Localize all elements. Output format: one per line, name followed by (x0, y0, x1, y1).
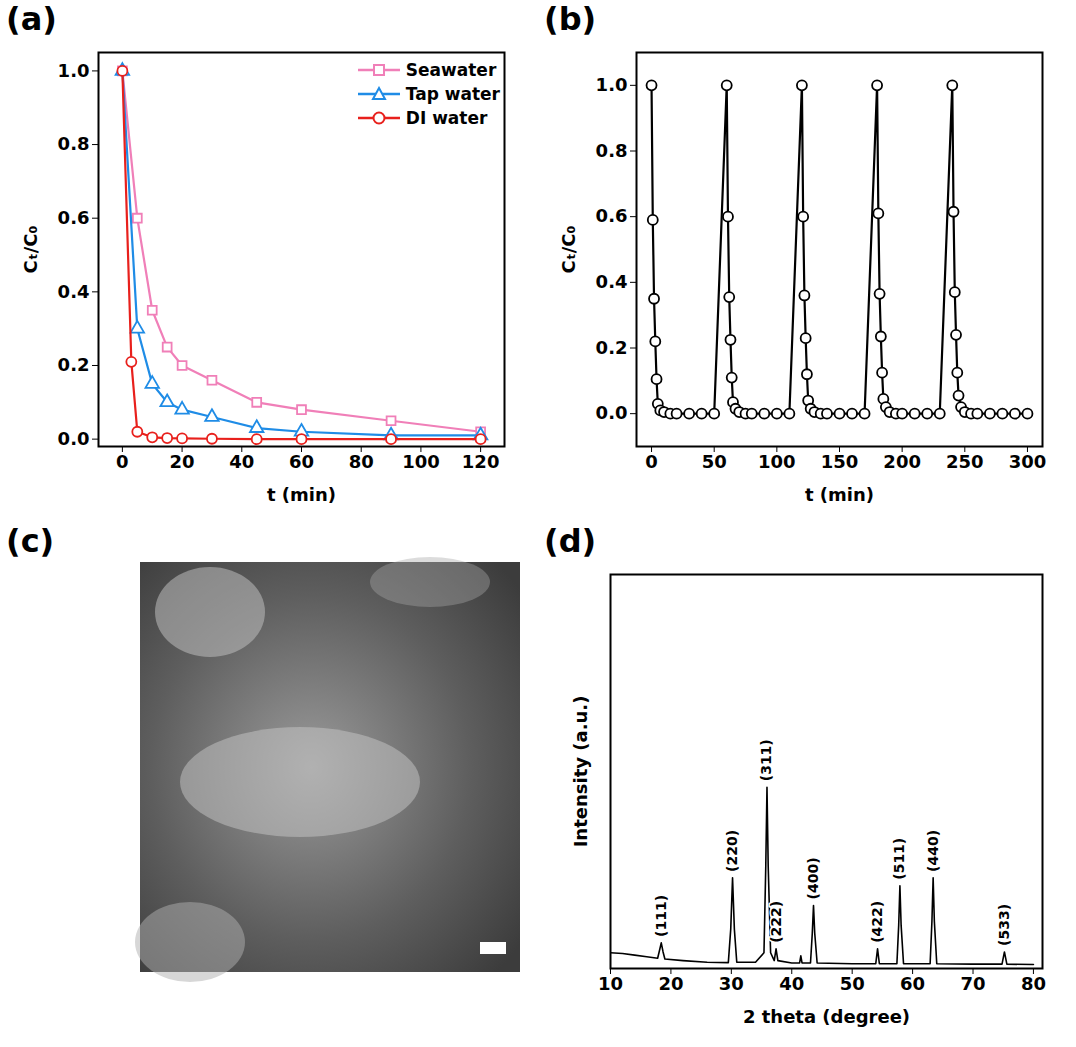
svg-text:(440): (440) (925, 830, 941, 872)
svg-text:0.0: 0.0 (596, 402, 628, 423)
html-text:(b): (b) (544, 0, 597, 38)
svg-text:0.8: 0.8 (596, 140, 628, 161)
svg-text:(511): (511) (891, 838, 907, 880)
svg-text:1.0: 1.0 (596, 74, 628, 95)
svg-text:0.6: 0.6 (596, 205, 628, 226)
svg-text:20: 20 (170, 451, 195, 472)
svg-text:0.2: 0.2 (596, 337, 628, 358)
svg-text:(533): (533) (996, 904, 1012, 946)
svg-text:40: 40 (229, 451, 254, 472)
svg-text:120: 120 (462, 451, 500, 472)
svg-text:100: 100 (758, 451, 796, 472)
svg-text:50: 50 (702, 451, 727, 472)
svg-text:0.8: 0.8 (58, 133, 90, 154)
svg-text:20: 20 (658, 973, 683, 994)
svg-text:30: 30 (719, 973, 744, 994)
svg-text:(111): (111) (653, 895, 669, 937)
svg-text:100: 100 (402, 451, 440, 472)
svg-text:0.4: 0.4 (596, 271, 628, 292)
html-text:(c): (c) (6, 522, 55, 560)
html-text:DI water: DI water (405, 108, 488, 128)
svg-text:300: 300 (1009, 451, 1047, 472)
svg-text:200: 200 (883, 451, 921, 472)
svg-text:t (min): t (min) (805, 484, 874, 505)
svg-text:Cₜ/C₀: Cₜ/C₀ (20, 225, 41, 273)
svg-text:10: 10 (598, 973, 623, 994)
svg-text:70: 70 (960, 973, 985, 994)
html-text:(a): (a) (6, 0, 57, 38)
svg-text:(220): (220) (724, 830, 740, 872)
html-text:Tap water: Tap water (405, 84, 500, 104)
svg-text:1.0: 1.0 (58, 60, 90, 81)
svg-text:(311): (311) (758, 739, 774, 781)
svg-text:2 theta (degree): 2 theta (degree) (743, 1006, 910, 1027)
svg-text:60: 60 (289, 451, 314, 472)
svg-text:Cₜ/C₀: Cₜ/C₀ (558, 225, 579, 273)
html-text:Seawater: Seawater (405, 60, 497, 80)
svg-text:80: 80 (1021, 973, 1046, 994)
svg-text:(222): (222) (768, 901, 784, 943)
svg-text:40: 40 (779, 973, 804, 994)
svg-text:0.4: 0.4 (58, 281, 90, 302)
svg-text:(422): (422) (869, 901, 885, 943)
svg-text:t (min): t (min) (267, 484, 336, 505)
svg-text:(400): (400) (805, 857, 821, 899)
svg-text:0.6: 0.6 (58, 207, 90, 228)
svg-text:250: 250 (946, 451, 984, 472)
svg-text:0.0: 0.0 (58, 428, 90, 449)
svg-text:0.2: 0.2 (58, 354, 90, 375)
svg-text:0: 0 (645, 451, 658, 472)
svg-text:60: 60 (900, 973, 925, 994)
svg-text:Intensity (a.u.): Intensity (a.u.) (570, 696, 591, 848)
svg-text:50: 50 (840, 973, 865, 994)
svg-text:0: 0 (116, 451, 129, 472)
html-text:(d): (d) (544, 522, 597, 560)
svg-text:150: 150 (821, 451, 859, 472)
svg-text:80: 80 (349, 451, 374, 472)
